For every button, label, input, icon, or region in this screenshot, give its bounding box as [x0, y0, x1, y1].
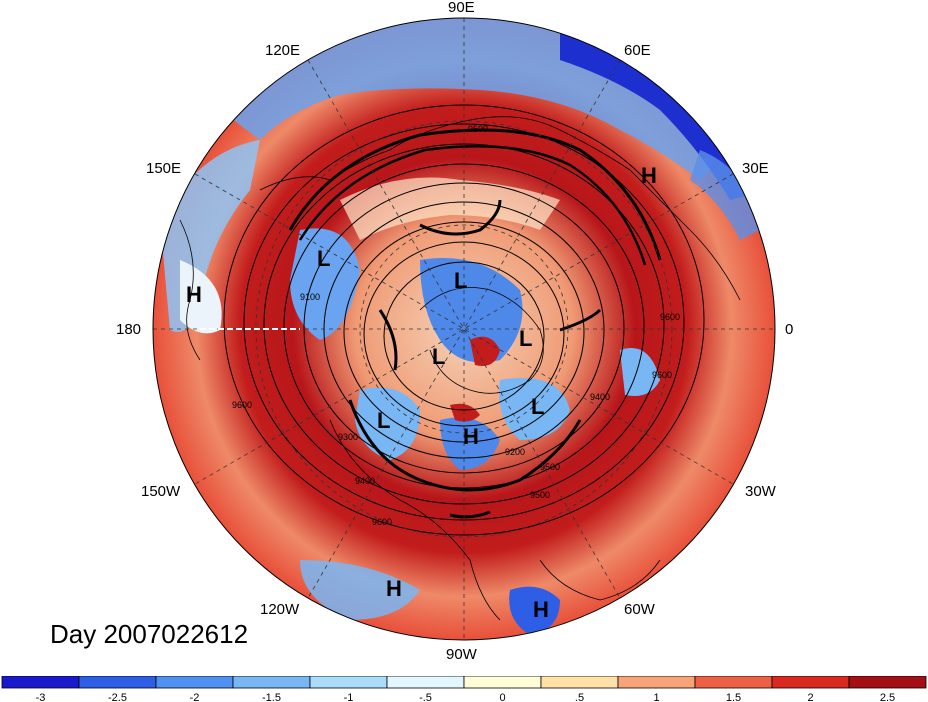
polar-stereographic-map: 9500 9600 9100 9400 9500 9600 9600 9400 …: [116, 0, 793, 663]
height-contours: [223, 104, 705, 536]
colorbar: -3-2.5-2-1.5-1-.50.511.522.53: [1, 676, 927, 702]
contour-label: 9600: [232, 400, 252, 410]
globe-border: [152, 17, 776, 641]
colorbar-box: [155, 676, 234, 689]
colorbar-box: [463, 676, 542, 689]
high-pressure-center: H: [186, 282, 202, 307]
lon-label-120e: 120E: [265, 42, 300, 59]
colorbar-tick-label: 2: [807, 692, 813, 702]
low-pressure-center: L: [454, 268, 467, 293]
colorbar-box: [78, 676, 157, 689]
colorbar-box: [771, 676, 850, 689]
contour-label: 9500: [540, 462, 560, 472]
colorbar-box: [694, 676, 773, 689]
colorbar-tick-label: 1: [653, 692, 659, 702]
contour-label: 9500: [468, 124, 488, 134]
lon-label-60e: 60E: [624, 42, 651, 59]
colorbar-box: [540, 676, 619, 689]
colorbar-boxes: [1, 676, 927, 689]
contour-label: 9200: [505, 447, 525, 457]
colorbar-tick-label: -2.5: [108, 692, 127, 702]
contour-labels: 9500 9600 9100 9400 9500 9600 9600 9400 …: [232, 124, 680, 527]
colorbar-ticks: -3-2.5-2-1.5-1-.50.511.522.53: [36, 692, 896, 702]
lon-label-90w: 90W: [446, 646, 478, 663]
contour-label: 9600: [652, 370, 672, 380]
colorbar-tick-label: 1.5: [726, 692, 741, 702]
high-pressure-center: H: [533, 597, 549, 622]
low-pressure-center: L: [531, 394, 544, 419]
longitude-labels: 90E 120E 60E 150E 30E 180 0 150W 30W 120…: [116, 0, 793, 663]
contour-label: 9400: [590, 392, 610, 402]
colorbar-box: [232, 676, 311, 689]
high-pressure-center: H: [386, 576, 402, 601]
lon-label-150w: 150W: [141, 483, 181, 500]
day-label: Day 2007022612: [50, 619, 249, 649]
lon-label-90e: 90E: [448, 0, 475, 16]
contour-label: 9100: [300, 292, 320, 302]
graticule: [153, 18, 775, 640]
colorbar-tick-label: -3: [36, 692, 46, 702]
colorbar-tick-label: 2.5: [880, 692, 895, 702]
high-pressure-center: H: [463, 424, 479, 449]
contour-label: 9400: [355, 476, 375, 486]
lon-label-30w: 30W: [745, 483, 777, 500]
colorbar-tick-label: -.5: [419, 692, 432, 702]
lon-label-60w: 60W: [624, 601, 656, 618]
lon-label-150e: 150E: [146, 160, 181, 177]
colorbar-box: [1, 676, 80, 689]
lon-label-180: 180: [116, 321, 141, 338]
pressure-centers: H H L L L L L L H H H: [186, 163, 657, 622]
colorbar-box: [848, 676, 927, 689]
lon-label-30e: 30E: [742, 160, 769, 177]
high-pressure-center: H: [641, 163, 657, 188]
low-pressure-center: L: [432, 344, 445, 369]
lon-label-120w: 120W: [260, 601, 300, 618]
colorbar-tick-label: .5: [575, 692, 584, 702]
colorbar-tick-label: -2: [190, 692, 200, 702]
contour-label: 9500: [530, 490, 550, 500]
contour-label: 9600: [372, 517, 392, 527]
colorbar-box: [309, 676, 388, 689]
colorbar-box: [386, 676, 465, 689]
low-pressure-center: L: [519, 326, 532, 351]
low-pressure-center: L: [317, 246, 330, 271]
colorbar-tick-label: -1.5: [262, 692, 281, 702]
colorbar-tick-label: 0: [499, 692, 505, 702]
contour-label: 9600: [660, 312, 680, 322]
colorbar-box: [617, 676, 696, 689]
contour-label: 9300: [338, 432, 358, 442]
coastlines: [179, 116, 741, 621]
low-pressure-center: L: [377, 408, 390, 433]
colorbar-tick-label: -1: [344, 692, 354, 702]
lon-label-0: 0: [785, 321, 793, 338]
